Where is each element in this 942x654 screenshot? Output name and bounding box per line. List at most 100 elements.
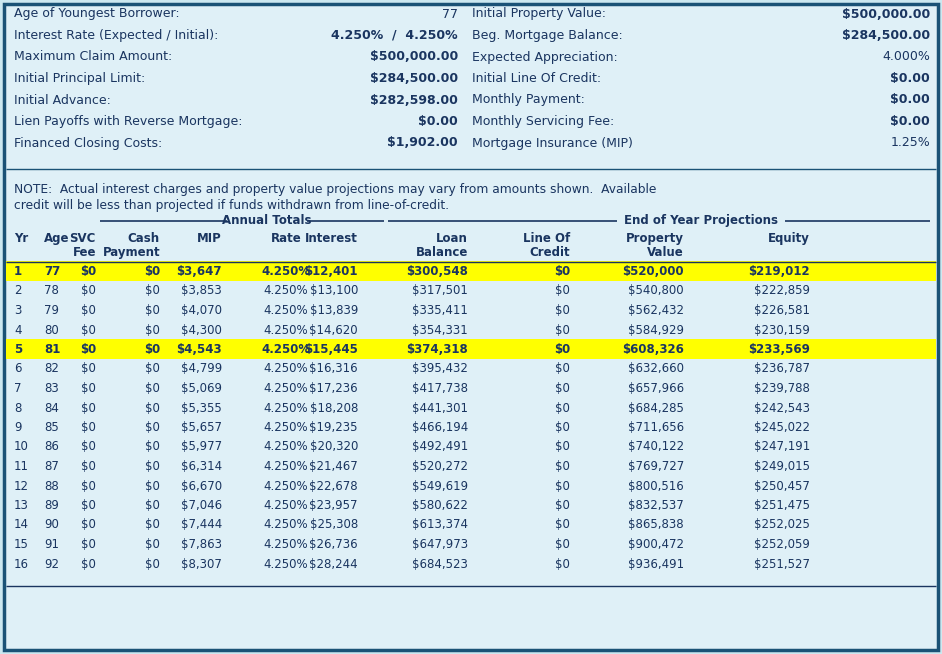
Text: $0: $0 — [555, 557, 570, 570]
Text: 4.250%: 4.250% — [264, 460, 308, 473]
Text: $0: $0 — [80, 343, 96, 356]
Text: $28,244: $28,244 — [309, 557, 358, 570]
Text: $0: $0 — [145, 362, 160, 375]
Text: $0: $0 — [81, 538, 96, 551]
Text: $684,285: $684,285 — [628, 402, 684, 415]
Text: Age of Youngest Borrower:: Age of Youngest Borrower: — [14, 7, 180, 20]
Text: 80: 80 — [44, 324, 58, 337]
Text: $21,467: $21,467 — [309, 460, 358, 473]
Text: $16,316: $16,316 — [309, 362, 358, 375]
Text: Line Of: Line Of — [523, 232, 570, 245]
Text: $20,320: $20,320 — [310, 441, 358, 453]
Text: $3,647: $3,647 — [176, 265, 222, 278]
Text: $5,069: $5,069 — [181, 382, 222, 395]
Text: $500,000.00: $500,000.00 — [370, 50, 458, 63]
Text: 4.250%: 4.250% — [264, 479, 308, 492]
Text: $0: $0 — [81, 460, 96, 473]
Text: $19,235: $19,235 — [310, 421, 358, 434]
Text: $417,738: $417,738 — [412, 382, 468, 395]
Text: credit will be less than projected if funds withdrawn from line-of-credit.: credit will be less than projected if fu… — [14, 199, 449, 211]
Text: Monthly Payment:: Monthly Payment: — [472, 94, 585, 107]
Text: $632,660: $632,660 — [628, 362, 684, 375]
Text: $0: $0 — [555, 538, 570, 551]
Text: $549,619: $549,619 — [412, 479, 468, 492]
Text: $219,012: $219,012 — [748, 265, 810, 278]
Text: $584,929: $584,929 — [628, 324, 684, 337]
Text: $6,314: $6,314 — [181, 460, 222, 473]
Text: $0: $0 — [81, 479, 96, 492]
Text: $0: $0 — [555, 324, 570, 337]
Text: Rate: Rate — [270, 232, 301, 245]
Text: $226,581: $226,581 — [754, 304, 810, 317]
Text: $0: $0 — [144, 343, 160, 356]
Text: $0: $0 — [145, 441, 160, 453]
Text: $5,657: $5,657 — [181, 421, 222, 434]
Text: $0: $0 — [81, 402, 96, 415]
Text: $865,838: $865,838 — [628, 519, 684, 532]
Text: $3,853: $3,853 — [181, 284, 222, 298]
Text: 13: 13 — [14, 499, 29, 512]
Text: 9: 9 — [14, 421, 22, 434]
Text: $245,022: $245,022 — [754, 421, 810, 434]
Text: $500,000.00: $500,000.00 — [842, 7, 930, 20]
Text: Age: Age — [44, 232, 70, 245]
Text: $7,863: $7,863 — [181, 538, 222, 551]
Text: $0: $0 — [81, 362, 96, 375]
Text: $230,159: $230,159 — [755, 324, 810, 337]
Text: 83: 83 — [44, 382, 58, 395]
Text: $354,331: $354,331 — [413, 324, 468, 337]
Text: $250,457: $250,457 — [755, 479, 810, 492]
Text: 14: 14 — [14, 519, 29, 532]
Text: Maximum Claim Amount:: Maximum Claim Amount: — [14, 50, 172, 63]
Text: $23,957: $23,957 — [310, 499, 358, 512]
Text: 4.250%: 4.250% — [264, 499, 308, 512]
Text: $0: $0 — [145, 382, 160, 395]
Text: $284,500.00: $284,500.00 — [842, 29, 930, 42]
Text: $14,620: $14,620 — [309, 324, 358, 337]
Text: NOTE:  Actual interest charges and property value projections may vary from amou: NOTE: Actual interest charges and proper… — [14, 182, 657, 196]
Text: 4.250%: 4.250% — [264, 519, 308, 532]
Text: $0: $0 — [80, 265, 96, 278]
Text: $520,272: $520,272 — [412, 460, 468, 473]
Text: 12: 12 — [14, 479, 29, 492]
Text: 77: 77 — [442, 7, 458, 20]
Text: $251,527: $251,527 — [754, 557, 810, 570]
Text: $769,727: $769,727 — [627, 460, 684, 473]
Text: $0.00: $0.00 — [418, 115, 458, 128]
Text: $562,432: $562,432 — [628, 304, 684, 317]
Text: $4,300: $4,300 — [181, 324, 222, 337]
Text: $395,432: $395,432 — [413, 362, 468, 375]
Text: $282,598.00: $282,598.00 — [370, 94, 458, 107]
Text: End of Year Projections: End of Year Projections — [624, 214, 778, 227]
Text: $0: $0 — [145, 284, 160, 298]
Text: $251,475: $251,475 — [754, 499, 810, 512]
Text: $0: $0 — [554, 343, 570, 356]
Text: $0.00: $0.00 — [890, 94, 930, 107]
Text: $300,548: $300,548 — [406, 265, 468, 278]
Bar — [6, 339, 936, 359]
Text: $317,501: $317,501 — [413, 284, 468, 298]
Text: Interest Rate (Expected / Initial):: Interest Rate (Expected / Initial): — [14, 29, 219, 42]
Text: 86: 86 — [44, 441, 58, 453]
Text: 78: 78 — [44, 284, 58, 298]
Text: $0: $0 — [81, 557, 96, 570]
Text: $252,025: $252,025 — [755, 519, 810, 532]
Text: Initial Principal Limit:: Initial Principal Limit: — [14, 72, 145, 85]
Text: $0: $0 — [555, 460, 570, 473]
Text: Annual Totals: Annual Totals — [222, 214, 312, 227]
Text: $0: $0 — [555, 402, 570, 415]
Text: $0: $0 — [555, 382, 570, 395]
Text: $0: $0 — [555, 284, 570, 298]
Text: $0.00: $0.00 — [890, 115, 930, 128]
Text: $466,194: $466,194 — [412, 421, 468, 434]
Text: $0: $0 — [555, 304, 570, 317]
Text: 2: 2 — [14, 284, 22, 298]
Text: Monthly Servicing Fee:: Monthly Servicing Fee: — [472, 115, 614, 128]
Text: $0: $0 — [555, 519, 570, 532]
Text: $0: $0 — [145, 479, 160, 492]
Text: $0: $0 — [145, 557, 160, 570]
Text: 1: 1 — [14, 265, 22, 278]
Text: $13,839: $13,839 — [310, 304, 358, 317]
Text: $7,046: $7,046 — [181, 499, 222, 512]
Text: $15,445: $15,445 — [304, 343, 358, 356]
